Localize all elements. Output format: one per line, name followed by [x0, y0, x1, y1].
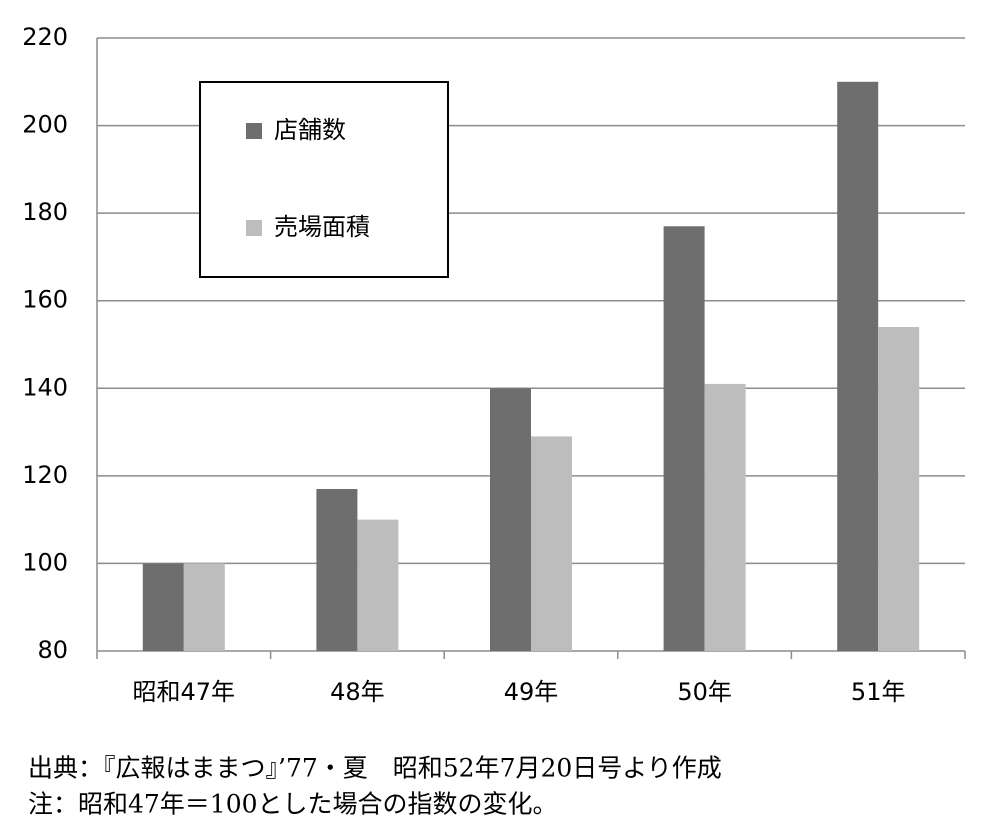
legend-label: 店舗数 — [274, 116, 346, 144]
x-tick-label: 昭和47年 — [133, 678, 236, 706]
x-tick-label: 49年 — [504, 678, 559, 706]
legend-label: 売場面積 — [274, 213, 370, 241]
bar — [878, 326, 920, 651]
y-tick-label: 100 — [22, 548, 68, 576]
bar — [142, 563, 184, 651]
bar — [663, 226, 705, 651]
bar — [837, 81, 879, 652]
source-note: 出典：『広報はままつ』’77・夏 昭和52年7月20日号より作成 — [28, 754, 722, 783]
x-tick-label: 48年 — [330, 678, 385, 706]
note: 注：昭和47年＝100とした場合の指数の変化。 — [28, 790, 558, 819]
x-tick-label: 51年 — [851, 678, 906, 706]
y-tick-label: 160 — [22, 286, 68, 314]
bar — [183, 563, 225, 651]
bar — [490, 388, 531, 651]
bar — [704, 383, 746, 651]
bar — [357, 519, 399, 651]
legend-box — [199, 81, 449, 278]
y-tick-label: 120 — [22, 461, 68, 489]
y-tick-label: 200 — [22, 111, 68, 139]
y-tick-label: 140 — [22, 373, 68, 401]
y-tick-label: 80 — [37, 636, 68, 664]
bar — [316, 488, 358, 651]
x-tick-label: 50年 — [677, 678, 732, 706]
y-tick-label: 180 — [22, 198, 68, 226]
bar — [531, 436, 572, 651]
legend-swatch — [246, 123, 262, 139]
y-tick-label: 220 — [22, 23, 68, 51]
legend-swatch — [246, 220, 262, 236]
